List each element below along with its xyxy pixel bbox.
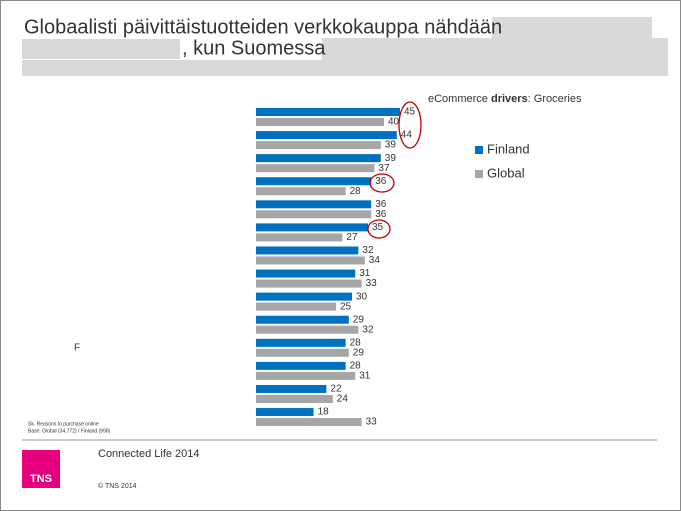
bar [256,187,346,196]
redaction [322,38,668,75]
highlight-circle [369,173,395,193]
bar [256,408,314,417]
bar [256,279,362,288]
data-label: 28 [350,186,362,197]
bar [256,118,384,126]
bar [256,177,372,186]
data-label: 18 [318,407,330,418]
bar [256,223,368,232]
plot: 4540443939373628363635273234313330252932… [256,107,530,428]
bar [256,141,381,150]
data-label: 32 [362,324,374,335]
bar [256,394,333,403]
data-label: 33 [366,417,378,428]
bar [256,384,327,393]
data-label: 36 [375,209,387,220]
data-label: 28 [350,361,362,372]
data-label: 44 [401,130,413,141]
bar [256,348,349,357]
data-label: 34 [369,255,381,266]
bar [256,269,356,278]
bar [256,200,372,209]
bar [256,131,397,140]
data-label: 28 [350,337,362,348]
bar [256,154,381,163]
data-label: 30 [356,291,368,302]
footnote: Base: Global (34,772) / Finland (998) [28,428,111,434]
data-label: 29 [353,314,365,325]
bar [256,164,375,173]
bar [256,292,352,301]
subtitle: eCommerce drivers: Groceries [428,93,582,105]
data-label: 29 [353,347,365,358]
highlight-circle [398,101,422,149]
bar [256,361,346,370]
subtitle-part: : Groceries [528,93,582,105]
bar [256,233,343,242]
bar [256,338,346,347]
data-label: 39 [385,153,397,164]
data-label: 39 [385,140,397,151]
redaction [22,39,180,59]
data-label: 22 [330,384,342,395]
legend-label: Finland [487,141,530,156]
bar [256,315,349,324]
logo-box [22,450,60,488]
data-label: 36 [375,176,387,187]
legend-swatch [475,170,483,178]
subtitle-part: eCommerce [428,93,488,105]
legend-label: Global [487,165,525,180]
bar [256,256,365,265]
data-label: 35 [372,222,384,233]
highlight-circle [367,219,391,239]
title-line: Globaalisti päivittäistuotteiden verkkok… [24,16,502,38]
copyright: © TNS 2014 [98,482,137,490]
bar [256,371,356,380]
data-label: 36 [375,199,387,210]
data-label: 24 [337,394,349,405]
data-label: 27 [346,232,358,243]
bar [256,325,359,334]
data-label: 37 [378,163,390,174]
bar [256,418,362,427]
data-label: 25 [340,301,352,312]
bar [256,210,372,219]
legend-swatch [475,146,483,154]
footnote: Sk. Reasons to purchase online [28,421,99,427]
data-label: 31 [359,268,371,279]
redaction [492,17,652,39]
footer: Connected Life 2014 [98,448,200,460]
title-line: , kun Suomessa [182,37,326,59]
data-label: 45 [404,107,416,118]
subtitle-part: drivers [491,93,528,105]
data-label: 32 [362,245,374,256]
side-note: F [74,343,80,354]
bar [256,246,359,255]
data-label: 31 [359,371,371,382]
data-label: 40 [388,117,400,128]
bar [256,108,400,116]
logo-text: TNS [30,473,52,485]
data-label: 33 [366,278,378,289]
bar [256,302,336,311]
